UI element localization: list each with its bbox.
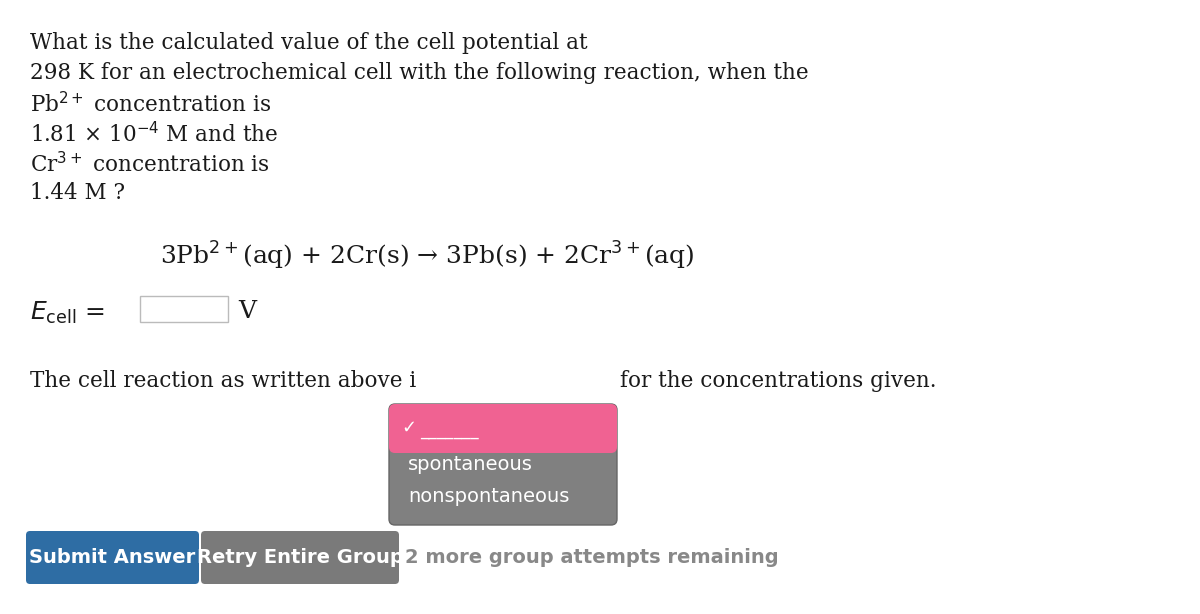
Text: 2 more group attempts remaining: 2 more group attempts remaining xyxy=(406,548,779,567)
Text: Pb$^{2+}$ concentration is: Pb$^{2+}$ concentration is xyxy=(30,92,271,117)
Text: 1.44 M ?: 1.44 M ? xyxy=(30,182,125,204)
Text: V: V xyxy=(238,300,256,323)
FancyBboxPatch shape xyxy=(389,404,617,525)
Text: Submit Answer: Submit Answer xyxy=(29,548,196,567)
Text: ✓: ✓ xyxy=(401,419,416,437)
Text: nonspontaneous: nonspontaneous xyxy=(408,487,569,506)
FancyBboxPatch shape xyxy=(202,531,398,584)
Text: 298 K for an electrochemical cell with the following reaction, when the: 298 K for an electrochemical cell with t… xyxy=(30,62,809,84)
Text: Cr$^{3+}$ concentration is: Cr$^{3+}$ concentration is xyxy=(30,152,270,177)
Text: Retry Entire Group: Retry Entire Group xyxy=(197,548,403,567)
Text: _______: _______ xyxy=(420,421,479,439)
FancyBboxPatch shape xyxy=(389,404,617,453)
Text: for the concentrations given.: for the concentrations given. xyxy=(620,370,936,392)
Text: What is the calculated value of the cell potential at: What is the calculated value of the cell… xyxy=(30,32,588,54)
Text: 1.81 × 10$^{-4}$ M and the: 1.81 × 10$^{-4}$ M and the xyxy=(30,122,278,147)
Text: The cell reaction as written above i: The cell reaction as written above i xyxy=(30,370,416,392)
Text: 3Pb$^{2+}$(aq) + 2Cr(s) → 3Pb(s) + 2Cr$^{3+}$(aq): 3Pb$^{2+}$(aq) + 2Cr(s) → 3Pb(s) + 2Cr$^… xyxy=(160,240,695,272)
FancyBboxPatch shape xyxy=(26,531,199,584)
Text: spontaneous: spontaneous xyxy=(408,455,533,474)
FancyBboxPatch shape xyxy=(140,296,228,322)
Text: $E_{\rm cell}$ =: $E_{\rm cell}$ = xyxy=(30,300,104,326)
